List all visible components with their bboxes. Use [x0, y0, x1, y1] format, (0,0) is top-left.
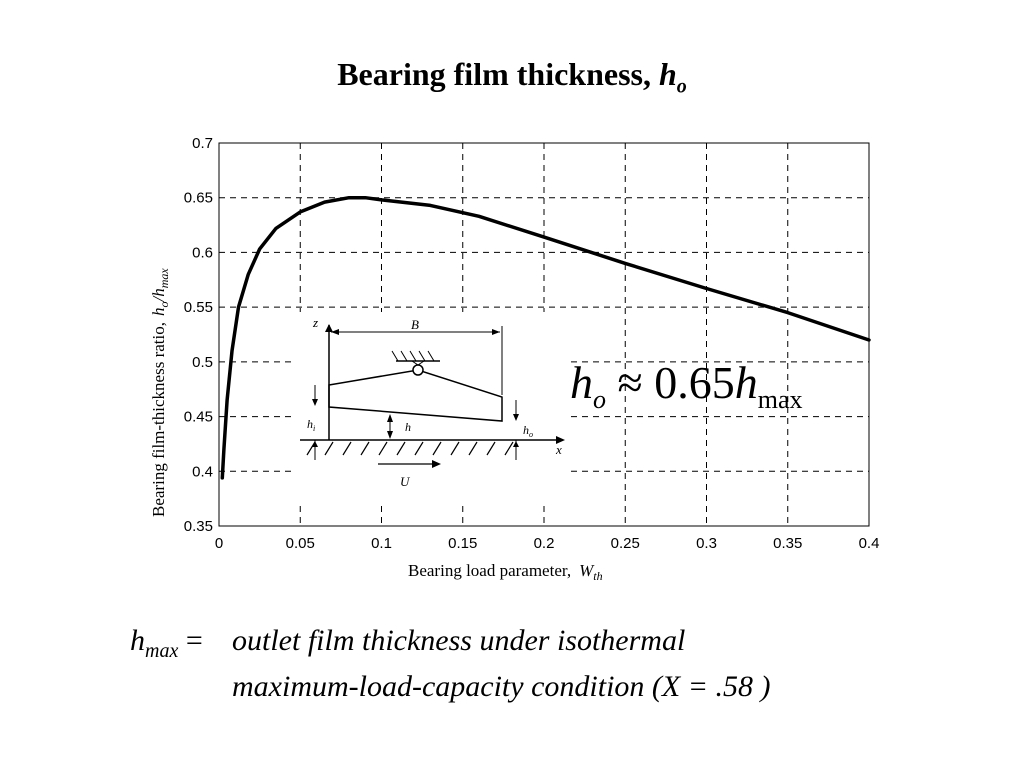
- x-axis-label: Bearing load parameter, Wth: [408, 561, 603, 583]
- y-tick-label: 0.4: [192, 463, 213, 480]
- inset-U-label: U: [400, 474, 411, 489]
- y-tick-label: 0.35: [184, 518, 213, 535]
- title-text: Bearing film thickness,: [337, 56, 659, 92]
- title-subscript: o: [676, 75, 687, 98]
- y-axis-label-symbol: h: [149, 308, 168, 317]
- inset-h-label: h: [405, 420, 411, 434]
- y-axis-label-text: Bearing film-thickness ratio,: [149, 322, 168, 517]
- x-tick-label: 0.05: [286, 535, 315, 552]
- y-tick-label: 0.7: [192, 135, 213, 152]
- x-axis-label-symbol: W: [579, 561, 595, 580]
- y-axis-label-sub-max: max: [157, 268, 171, 289]
- y-tick-label: 0.5: [192, 354, 213, 371]
- inset-background: [296, 312, 571, 502]
- y-axis-label-symbol-2: h: [149, 288, 168, 297]
- film-thickness-curve: [220, 195, 871, 480]
- inset-x-label: x: [555, 442, 562, 457]
- title-symbol: h: [658, 56, 677, 92]
- y-tick-label: 0.45: [184, 409, 213, 426]
- y-tick-labels: 0.35 0.4 0.45 0.5 0.55 0.6 0.65 0.7: [184, 135, 213, 535]
- definition-text: outlet film thickness under isothermal m…: [232, 618, 932, 710]
- inset-pad: [328, 369, 503, 422]
- inset-hi-label: hi: [307, 417, 315, 433]
- formula-operator: ≈ 0.65: [617, 357, 735, 408]
- definition-term: hmax =: [130, 618, 203, 674]
- x-tick-label: 0.1: [371, 535, 392, 552]
- y-axis-label-sub-o: o: [157, 302, 171, 308]
- slide-title: Bearing film thickness, ho: [0, 56, 1024, 98]
- inset-runner-hatch: [306, 441, 514, 456]
- inset-ho-label: ho: [523, 423, 533, 439]
- inset-B-label: B: [411, 317, 419, 332]
- inset-z-label: z: [312, 315, 318, 330]
- x-tick-label: 0.3: [696, 535, 717, 552]
- formula-lhs-sub: o: [593, 385, 606, 415]
- y-axis-label: Bearing film-thickness ratio,ho/hmax: [149, 268, 171, 517]
- x-tick-label: 0.25: [611, 535, 640, 552]
- y-tick-label: 0.65: [184, 190, 213, 207]
- y-tick-label: 0.55: [184, 299, 213, 316]
- x-tick-label: 0.15: [448, 535, 477, 552]
- x-axis-label-subscript: th: [593, 569, 602, 583]
- x-axis-label-text: Bearing load parameter,: [408, 561, 571, 580]
- x-tick-label: 0.4: [859, 535, 880, 552]
- formula-rhs: h: [734, 357, 758, 408]
- x-tick-label: 0.35: [773, 535, 802, 552]
- definition-line-2: maximum-load-capacity condition (X = .58…: [232, 670, 771, 703]
- definition-line-1: outlet film thickness under isothermal: [232, 624, 686, 657]
- x-tick-label: 0: [215, 535, 223, 552]
- definition-term-sub: max: [145, 640, 179, 662]
- x-tick-label: 0.2: [534, 535, 555, 552]
- bearing-inset-diagram: z x B hi h ho U: [296, 312, 571, 502]
- inset-x-arrow: [556, 436, 565, 444]
- inset-pivot: [412, 364, 424, 376]
- inset-z-arrow: [325, 324, 333, 332]
- y-tick-label: 0.6: [192, 244, 213, 261]
- definition-term-symbol: h: [130, 624, 145, 657]
- approx-formula: ho ≈ 0.65hmax: [570, 360, 803, 423]
- x-tick-labels: 0 0.05 0.1 0.15 0.2 0.25 0.3 0.35 0.4: [215, 535, 880, 552]
- definition-equals: =: [178, 624, 203, 657]
- formula-rhs-sub: max: [757, 385, 803, 415]
- formula-lhs: h: [570, 357, 593, 408]
